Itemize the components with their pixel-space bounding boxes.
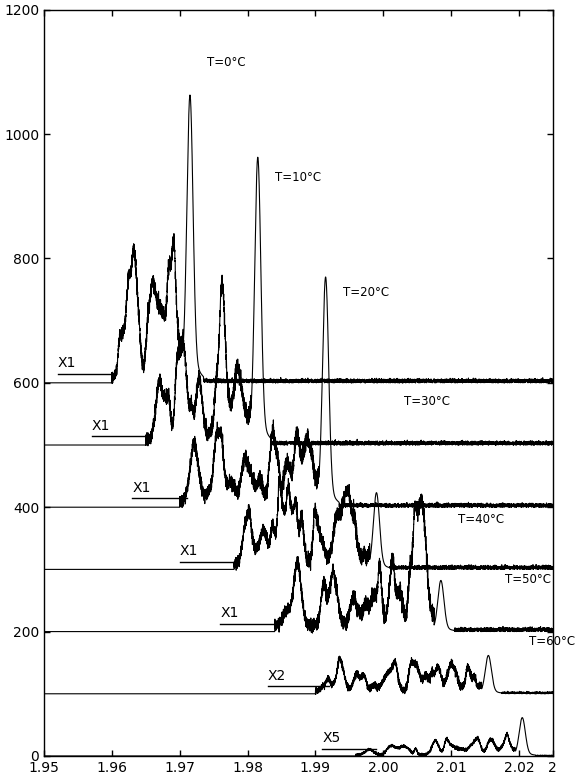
Text: X2: X2 [268, 668, 286, 682]
Text: T=20°C: T=20°C [343, 287, 389, 299]
Text: T=0°C: T=0°C [207, 56, 246, 69]
Text: T=40°C: T=40°C [458, 513, 504, 527]
Text: T=30°C: T=30°C [403, 395, 449, 408]
Text: T=50°C: T=50°C [505, 573, 551, 586]
Text: X1: X1 [180, 545, 198, 559]
Text: X1: X1 [221, 606, 239, 620]
Text: X1: X1 [58, 356, 76, 370]
Text: X5: X5 [322, 731, 340, 745]
Text: X1: X1 [132, 481, 151, 495]
Text: T=60°C: T=60°C [529, 635, 575, 647]
Text: T=10°C: T=10°C [275, 171, 321, 185]
Text: X1: X1 [91, 418, 110, 432]
